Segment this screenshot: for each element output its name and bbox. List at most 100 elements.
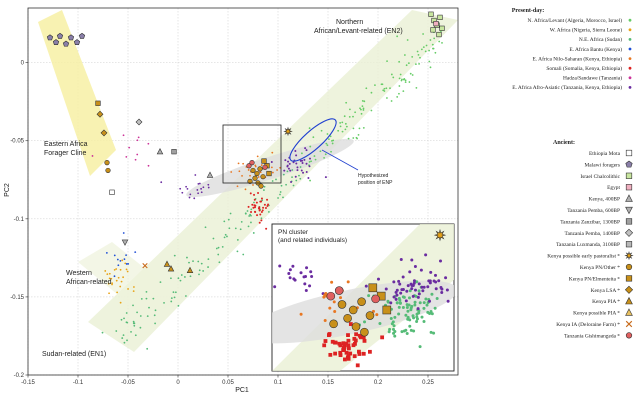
inset-ancient-point-pn_other	[365, 311, 375, 320]
present-day-point	[119, 260, 122, 262]
present-day-point	[360, 112, 363, 115]
present-day-point	[215, 247, 218, 250]
inset-present-day-point	[337, 341, 342, 346]
inset-present-day-point	[402, 295, 406, 299]
present-day-point	[110, 277, 113, 280]
present-day-point	[362, 107, 365, 110]
present-day-point	[134, 334, 137, 337]
legend-ancient-marker	[625, 218, 633, 225]
present-day-point	[125, 268, 128, 271]
present-day-point	[121, 259, 124, 262]
present-day-point	[181, 191, 184, 194]
present-day-point	[326, 133, 329, 135]
present-day-point	[198, 182, 201, 185]
present-day-point	[179, 279, 182, 282]
present-day-point	[294, 150, 297, 153]
present-day-point	[286, 165, 289, 168]
legend-present-label: N.E. Africa (Sudan)	[579, 36, 622, 43]
inset-present-day-point	[432, 331, 436, 335]
x-tick-label: 0.1	[274, 380, 283, 386]
present-day-point	[244, 212, 247, 215]
ancient-point-pemba1400	[135, 118, 143, 126]
present-day-point	[424, 50, 427, 53]
present-day-point	[433, 37, 436, 40]
present-day-point	[133, 324, 136, 327]
present-day-point	[160, 181, 163, 184]
present-day-point	[415, 86, 418, 89]
inset-present-day-point	[426, 310, 430, 314]
present-day-point	[344, 122, 347, 125]
present-day-point	[236, 185, 239, 188]
inset-present-day-point	[328, 352, 333, 357]
ancient-point-pia	[163, 260, 171, 267]
present-day-point	[130, 330, 132, 333]
present-day-point	[119, 285, 122, 288]
present-day-point	[419, 56, 421, 59]
inset-present-day-point	[404, 328, 408, 332]
inset-present-day-point	[353, 338, 358, 343]
inset-present-day-point	[330, 280, 334, 284]
ancient-point-deloraine	[142, 262, 148, 269]
x-axis-label: PC1	[235, 387, 249, 394]
present-day-point	[260, 164, 263, 166]
inset-present-day-point	[293, 278, 297, 282]
present-day-point	[106, 273, 109, 276]
inset-present-day-point	[406, 284, 410, 288]
annotation-western-2: African-related	[66, 279, 112, 286]
inset-present-day-point	[433, 273, 437, 277]
present-day-point	[200, 262, 203, 265]
present-day-point	[152, 297, 155, 300]
present-day-point	[123, 317, 125, 320]
present-day-point	[116, 291, 119, 294]
present-day-point	[308, 157, 311, 160]
present-day-point	[283, 169, 286, 172]
legend-ancient-label: Ethiopia Mota	[589, 151, 621, 157]
present-day-point	[137, 136, 140, 139]
present-day-point	[288, 162, 291, 165]
present-day-point	[236, 250, 239, 253]
legend-present-label: E. Africa Bantu (Kenya)	[569, 46, 622, 53]
inset-ancient-point-pn_other	[329, 319, 338, 329]
present-day-point	[352, 137, 355, 139]
legend-ancient-marker	[625, 160, 633, 168]
legend-ancient-marker	[624, 228, 634, 237]
present-day-point	[370, 109, 373, 112]
legend-present-swatch	[628, 57, 632, 60]
present-day-point	[237, 162, 240, 165]
ancient-point-israel	[430, 27, 436, 33]
present-day-point	[428, 60, 431, 63]
present-day-point	[185, 295, 187, 297]
inset-present-day-point	[380, 335, 385, 340]
present-day-point	[145, 290, 148, 293]
ancient-point-israel	[437, 14, 443, 20]
present-day-points	[91, 30, 443, 350]
legend-present-label: Hadza/Sandawe (Tanzania)	[563, 75, 622, 82]
present-day-point	[398, 85, 401, 87]
present-day-point	[308, 127, 311, 130]
present-day-point	[331, 142, 334, 145]
inset-present-day-point	[433, 306, 437, 310]
present-day-point	[266, 205, 269, 208]
ancient-point-pn_other	[250, 167, 256, 174]
present-day-point	[204, 226, 207, 229]
legend-present-label: Somali (Somalia, Kenya, Ethiopia)	[546, 65, 622, 72]
present-day-point	[425, 44, 428, 47]
legend-present-swatch	[628, 86, 632, 89]
present-day-point	[345, 101, 348, 104]
present-day-point	[226, 235, 228, 238]
present-day-point	[257, 207, 260, 210]
y-axis-label: PC2	[4, 183, 11, 197]
present-day-point	[263, 185, 266, 188]
inset-present-day-point	[412, 316, 416, 320]
present-day-point	[358, 127, 361, 130]
inset-present-day-point	[393, 315, 397, 319]
present-day-point	[309, 179, 311, 182]
present-day-point	[304, 147, 307, 150]
present-day-point	[398, 60, 401, 63]
present-day-point	[238, 170, 241, 173]
present-day-point	[173, 254, 176, 257]
legend-ancient-label: Israel Chalcolithic	[580, 174, 620, 180]
inset-present-day-point	[429, 270, 433, 274]
y-tick-label: -0.05	[10, 139, 24, 145]
present-day-point	[361, 105, 364, 108]
